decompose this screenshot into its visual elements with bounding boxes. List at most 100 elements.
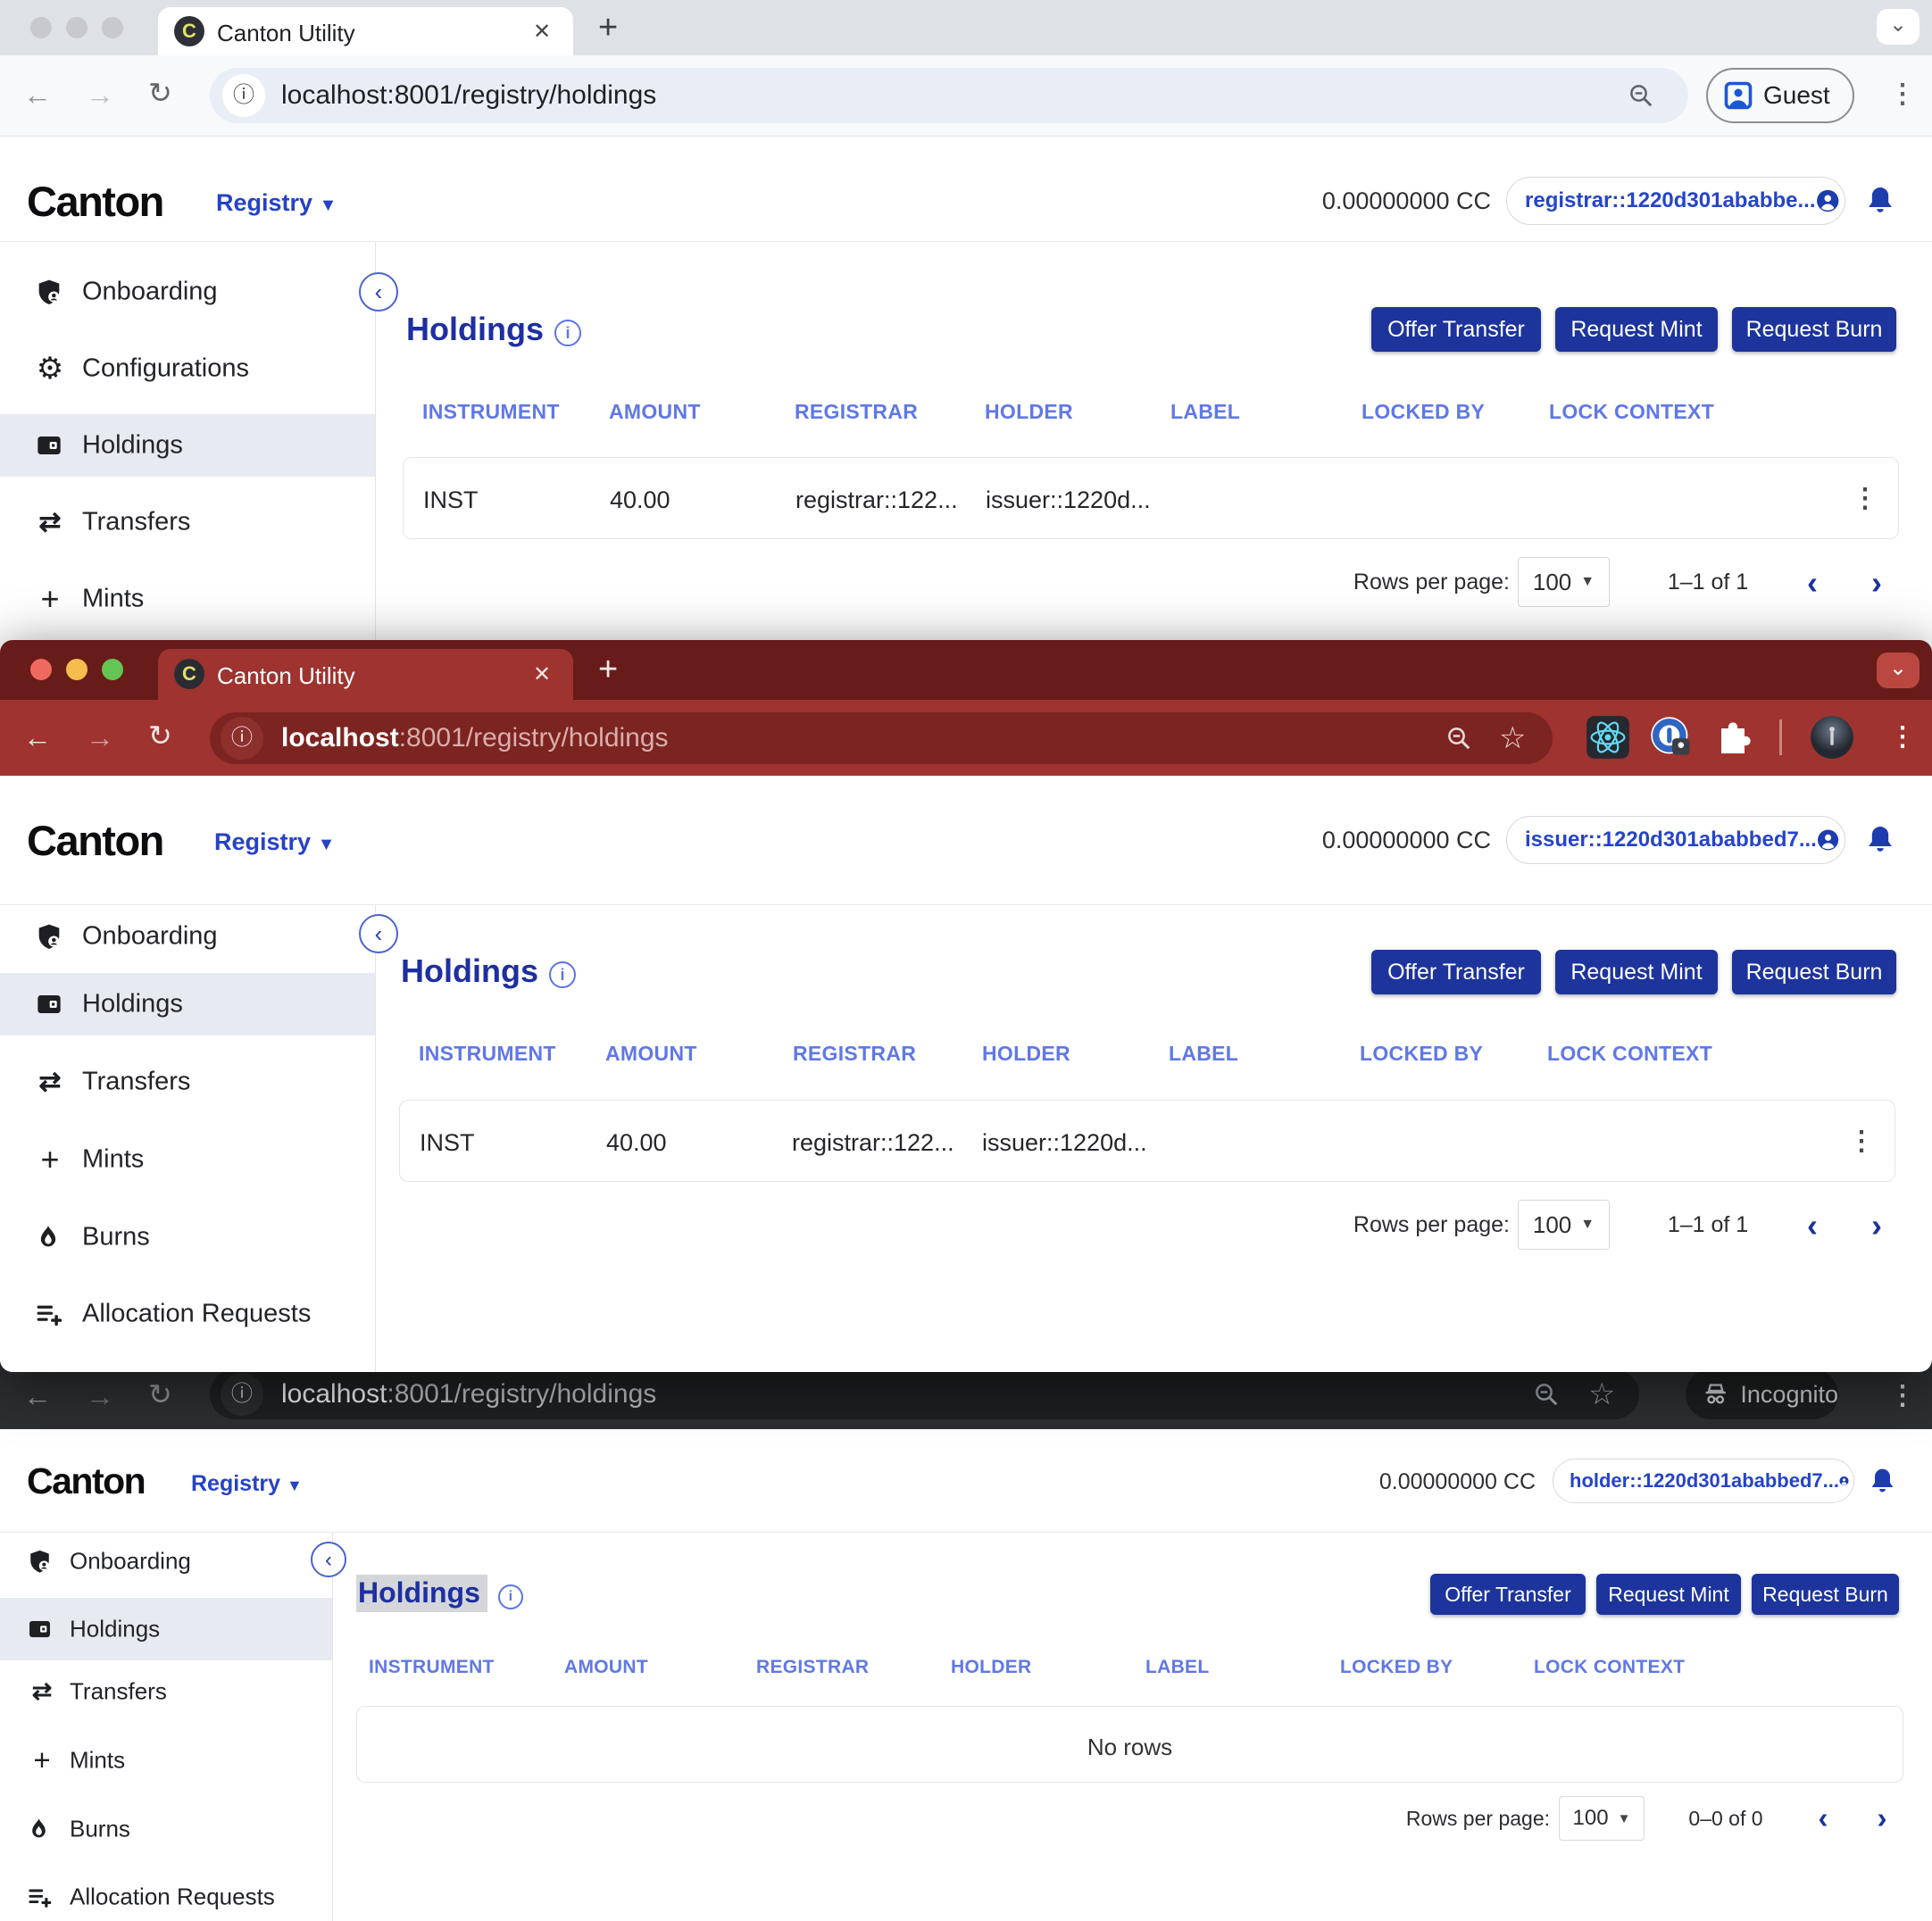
url-bar[interactable]: ⓘ localhost:8001/registry/holdings ☆ xyxy=(210,712,1553,764)
col-header-amount[interactable]: AMOUNT xyxy=(609,400,701,423)
prev-page-icon[interactable]: ‹ xyxy=(1818,1801,1828,1834)
offer-transfer-button[interactable]: Offer Transfer xyxy=(1371,950,1541,994)
request-mint-button[interactable]: Request Mint xyxy=(1555,307,1718,352)
next-page-icon[interactable]: › xyxy=(1871,1207,1882,1243)
url-bar[interactable]: ⓘ localhost:8001/registry/holdings ☆ xyxy=(210,1369,1639,1419)
sidebar-item-holdings[interactable]: Holdings xyxy=(0,414,375,477)
browser-menu-icon[interactable]: ⋮ xyxy=(1889,722,1916,752)
browser-menu-icon[interactable]: ⋮ xyxy=(1889,1381,1916,1410)
tab-search-chevron-icon[interactable]: ⌄ xyxy=(1877,653,1920,688)
col-header-instrument[interactable]: INSTRUMENT xyxy=(422,400,560,423)
col-header-registrar[interactable]: REGISTRAR xyxy=(793,1042,917,1065)
registry-nav-dropdown[interactable]: Registry ▼ xyxy=(216,189,337,217)
col-header-registrar[interactable]: REGISTRAR xyxy=(795,400,919,423)
zoom-out-icon[interactable] xyxy=(1533,1381,1560,1408)
traffic-close-button[interactable] xyxy=(30,17,52,38)
url-bar[interactable]: ⓘ localhost:8001/registry/holdings xyxy=(210,68,1688,123)
col-header-amount[interactable]: AMOUNT xyxy=(605,1042,697,1065)
sidebar-item-onboarding[interactable]: Onboarding xyxy=(0,261,375,323)
sidebar-item-mints[interactable]: + Mints xyxy=(0,1128,375,1191)
tab-search-chevron-icon[interactable]: ⌄ xyxy=(1877,9,1920,45)
site-info-icon[interactable]: ⓘ xyxy=(222,74,265,117)
sidebar-collapse-button[interactable]: ‹ xyxy=(359,272,398,312)
traffic-zoom-button[interactable] xyxy=(102,17,123,38)
prev-page-icon[interactable]: ‹ xyxy=(1807,1207,1818,1243)
notifications-bell-icon[interactable] xyxy=(1862,183,1898,219)
url-text[interactable]: localhost:8001/registry/holdings xyxy=(281,1379,656,1410)
col-header-label[interactable]: LABEL xyxy=(1170,400,1241,423)
row-menu-icon[interactable]: ⋮ xyxy=(1848,1127,1875,1156)
sidebar-collapse-button[interactable]: ‹ xyxy=(359,914,398,953)
sidebar-item-mints[interactable]: + Mints xyxy=(0,1732,332,1789)
sidebar-item-onboarding[interactable]: Onboarding xyxy=(0,1533,332,1590)
site-info-icon[interactable]: ⓘ xyxy=(221,717,263,760)
info-icon[interactable]: i xyxy=(548,961,576,988)
url-text[interactable]: localhost:8001/registry/holdings xyxy=(281,80,656,111)
col-header-registrar[interactable]: REGISTRAR xyxy=(756,1657,870,1677)
profile-avatar-photo[interactable] xyxy=(1809,714,1855,761)
offer-transfer-button[interactable]: Offer Transfer xyxy=(1430,1574,1586,1615)
zoom-out-icon[interactable] xyxy=(1628,82,1654,109)
col-header-label[interactable]: LABEL xyxy=(1145,1657,1210,1677)
sidebar-item-allocation-requests[interactable]: Allocation Requests xyxy=(0,1283,375,1345)
request-burn-button[interactable]: Request Burn xyxy=(1732,950,1896,994)
col-header-holder[interactable]: HOLDER xyxy=(982,1042,1070,1065)
sidebar-item-transfers[interactable]: ⇄ Transfers xyxy=(0,491,375,553)
rows-per-page-select[interactable]: 100 ▼ xyxy=(1518,1200,1610,1250)
bookmark-star-icon[interactable]: ☆ xyxy=(1588,1377,1616,1411)
next-page-icon[interactable]: › xyxy=(1871,564,1882,601)
col-header-instrument[interactable]: INSTRUMENT xyxy=(369,1657,495,1677)
password-manager-extension-icon[interactable] xyxy=(1648,714,1695,761)
browser-tab[interactable]: C Canton Utility ✕ xyxy=(158,649,573,700)
rows-per-page-select[interactable]: 100 ▼ xyxy=(1518,557,1610,607)
registry-nav-dropdown[interactable]: Registry ▼ xyxy=(214,828,335,856)
request-burn-button[interactable]: Request Burn xyxy=(1732,307,1896,352)
react-devtools-extension-icon[interactable] xyxy=(1585,714,1631,761)
browser-menu-icon[interactable]: ⋮ xyxy=(1889,79,1916,109)
info-icon[interactable]: i xyxy=(554,320,581,346)
request-mint-button[interactable]: Request Mint xyxy=(1555,950,1718,994)
back-icon[interactable]: ← xyxy=(23,1380,52,1412)
col-header-lock-context[interactable]: LOCK CONTEXT xyxy=(1549,400,1715,423)
sidebar-item-onboarding[interactable]: Onboarding xyxy=(0,905,375,968)
traffic-minimize-button[interactable] xyxy=(66,17,87,38)
rows-per-page-select[interactable]: 100 ▼ xyxy=(1559,1796,1645,1841)
col-header-lock-context[interactable]: LOCK CONTEXT xyxy=(1547,1042,1713,1065)
col-header-holder[interactable]: HOLDER xyxy=(985,400,1073,423)
forward-icon[interactable]: → xyxy=(86,1380,114,1412)
forward-icon[interactable]: → xyxy=(86,721,114,753)
traffic-zoom-button[interactable] xyxy=(102,659,123,680)
sidebar-item-mints[interactable]: + Mints xyxy=(0,568,375,630)
bookmark-star-icon[interactable]: ☆ xyxy=(1499,721,1527,755)
offer-transfer-button[interactable]: Offer Transfer xyxy=(1371,307,1541,352)
sidebar-item-configurations[interactable]: ⚙ Configurations xyxy=(0,337,375,400)
sidebar-collapse-button[interactable]: ‹ xyxy=(311,1542,346,1577)
traffic-close-button[interactable] xyxy=(30,659,52,680)
sidebar-item-transfers[interactable]: ⇄ Transfers xyxy=(0,1051,375,1113)
sidebar-item-allocation-requests[interactable]: Allocation Requests xyxy=(0,1868,332,1921)
traffic-minimize-button[interactable] xyxy=(66,659,87,680)
sidebar-item-burns[interactable]: Burns xyxy=(0,1800,332,1858)
registry-nav-dropdown[interactable]: Registry ▼ xyxy=(191,1471,303,1497)
site-info-icon[interactable]: ⓘ xyxy=(221,1373,263,1416)
new-tab-icon[interactable]: + xyxy=(598,9,619,46)
col-header-locked-by[interactable]: LOCKED BY xyxy=(1360,1042,1484,1065)
back-icon[interactable]: ← xyxy=(23,721,52,753)
col-header-amount[interactable]: AMOUNT xyxy=(564,1657,648,1677)
browser-tab[interactable]: C Canton Utility ✕ xyxy=(158,7,573,55)
back-icon[interactable]: ← xyxy=(23,79,52,111)
sidebar-item-holdings[interactable]: Holdings xyxy=(0,973,375,1035)
notifications-bell-icon[interactable] xyxy=(1862,822,1898,858)
reload-icon[interactable]: ↻ xyxy=(148,1378,172,1410)
party-chip[interactable]: registrar::1220d301ababbe... xyxy=(1506,177,1845,225)
tab-close-icon[interactable]: ✕ xyxy=(533,20,552,44)
col-header-holder[interactable]: HOLDER xyxy=(951,1657,1032,1677)
notifications-bell-icon[interactable] xyxy=(1866,1465,1899,1498)
party-chip[interactable]: issuer::1220d301ababbed7... xyxy=(1506,816,1845,864)
col-header-label[interactable]: LABEL xyxy=(1169,1042,1239,1065)
reload-icon[interactable]: ↻ xyxy=(148,719,172,752)
new-tab-icon[interactable]: + xyxy=(598,651,619,688)
profile-button[interactable]: Guest xyxy=(1706,68,1854,123)
tab-close-icon[interactable]: ✕ xyxy=(533,662,552,686)
reload-icon[interactable]: ↻ xyxy=(148,77,172,109)
